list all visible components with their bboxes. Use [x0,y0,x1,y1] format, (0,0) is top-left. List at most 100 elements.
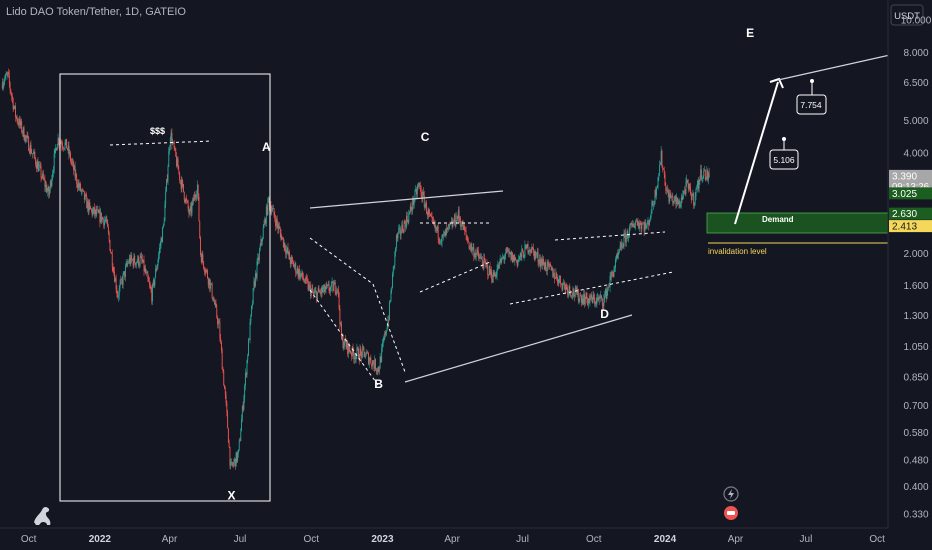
channel-ab-side[interactable] [372,283,406,373]
candle-body [555,273,557,279]
candle-body [498,261,500,269]
candle-body [152,284,153,302]
price-badge [889,207,932,220]
price-axis[interactable] [888,0,932,528]
candle-body [650,213,652,218]
candle-body [416,189,417,195]
candle-body [542,258,544,265]
lightning-icon[interactable] [723,486,739,502]
candle-body [489,266,491,275]
candle-body [488,266,490,276]
x-wave-box[interactable] [59,73,271,502]
candle-body [37,161,39,172]
x-tick-label: Oct [21,534,37,545]
target-label-5106: 5.106 [773,155,795,165]
candle-body [178,169,180,173]
candle-body [502,257,503,259]
candle-body [208,278,210,285]
candle-body [89,202,91,207]
candle-body [255,273,257,278]
projection-line[interactable] [734,81,779,225]
candle-body [634,224,636,228]
candle-body [648,221,650,226]
candle-body [144,268,146,272]
candle-body [392,266,394,274]
target-box-7754[interactable] [796,94,827,115]
channel-ab-lower[interactable] [309,289,379,386]
candle-body [684,191,686,194]
candle-body [588,298,590,303]
candle-body [690,194,692,201]
candle-body [636,220,638,222]
channel-cd-upper[interactable] [554,231,666,241]
candle-body [361,351,362,358]
candle-body [176,156,177,167]
candle-body [445,228,447,237]
candle-body [569,286,571,292]
candle-body [523,257,525,259]
y-tick-label: 4.000 [903,148,928,159]
candle-body [558,279,560,284]
candle-body [574,294,575,297]
channel-bc-bottom[interactable] [419,261,491,293]
wave-e-trendline[interactable] [777,54,891,81]
candle-body [624,233,626,234]
candle-body [391,288,393,291]
candle-body [419,185,421,189]
candle-body [663,169,665,175]
candle-body [399,227,401,235]
candle-body [174,148,176,149]
candle-body [138,256,140,266]
candle-body [76,174,78,184]
resistance-dotted-line[interactable] [109,140,213,146]
invalidation-label: invalidation level [708,247,767,256]
candle-body [429,213,431,215]
candle-body [408,213,410,223]
symbol-title[interactable]: Lido DAO Token/Tether, 1D, GATEIO [6,6,186,18]
candle-body [323,284,325,290]
candle-body [707,170,709,181]
candle-body [488,274,489,276]
candle-body [531,246,533,253]
candle-body [585,292,587,299]
candle-body [424,204,426,208]
channel-cd-lower[interactable] [509,271,674,305]
trendline-b-d[interactable] [404,314,633,383]
candle-body [56,144,58,151]
candle-body [567,287,568,295]
candle-body [193,198,194,202]
candle-body [402,224,404,232]
candle-body [625,233,626,243]
candle-body [436,226,438,231]
demand-zone[interactable] [706,212,889,234]
price-badge [889,220,932,233]
candle-body [441,234,443,243]
candle-body [653,203,655,205]
trendline-a-c[interactable] [309,190,504,209]
candle-body [83,190,85,192]
candle-body [364,351,366,358]
tradingview-logo[interactable] [34,506,51,525]
candle-body [422,191,424,200]
candle-body [51,178,53,186]
channel-ab-upper[interactable] [309,237,374,285]
candle-body [154,277,156,286]
candle-body [124,271,126,277]
candle-body [671,196,673,197]
candle-body [143,259,145,272]
target-box-5106[interactable] [769,149,799,170]
candle-body [63,147,64,149]
wave-label-x: X [227,489,235,503]
candle-body [584,298,586,305]
candle-body [349,349,351,353]
currency-badge[interactable] [890,4,924,26]
ideas-badge-icon[interactable] [724,506,738,520]
candle-body [619,245,621,251]
candle-body [511,252,513,260]
candle-body [682,194,684,200]
candle-body [223,371,225,386]
candle-body [434,222,436,229]
candle-body [394,252,396,266]
candle-body [256,261,258,278]
